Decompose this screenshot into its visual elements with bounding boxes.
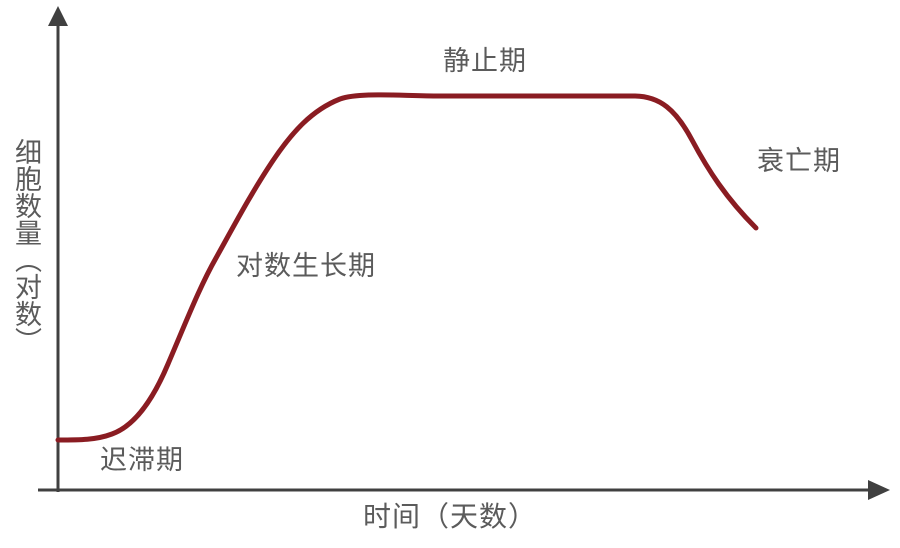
y-axis-label: 细胞数量（对数） [11, 138, 41, 354]
phase-label-decline: 衰亡期 [757, 146, 841, 176]
y-axis-arrow-icon [48, 6, 68, 26]
phase-label-log-growth: 对数生长期 [236, 251, 376, 281]
x-axis-label: 时间（天数） [362, 501, 537, 532]
growth-curve-path [55, 92, 759, 443]
phase-label-lag: 迟滞期 [100, 445, 184, 475]
phase-label-stationary: 静止期 [443, 46, 527, 76]
x-axis-arrow-icon [868, 480, 890, 500]
